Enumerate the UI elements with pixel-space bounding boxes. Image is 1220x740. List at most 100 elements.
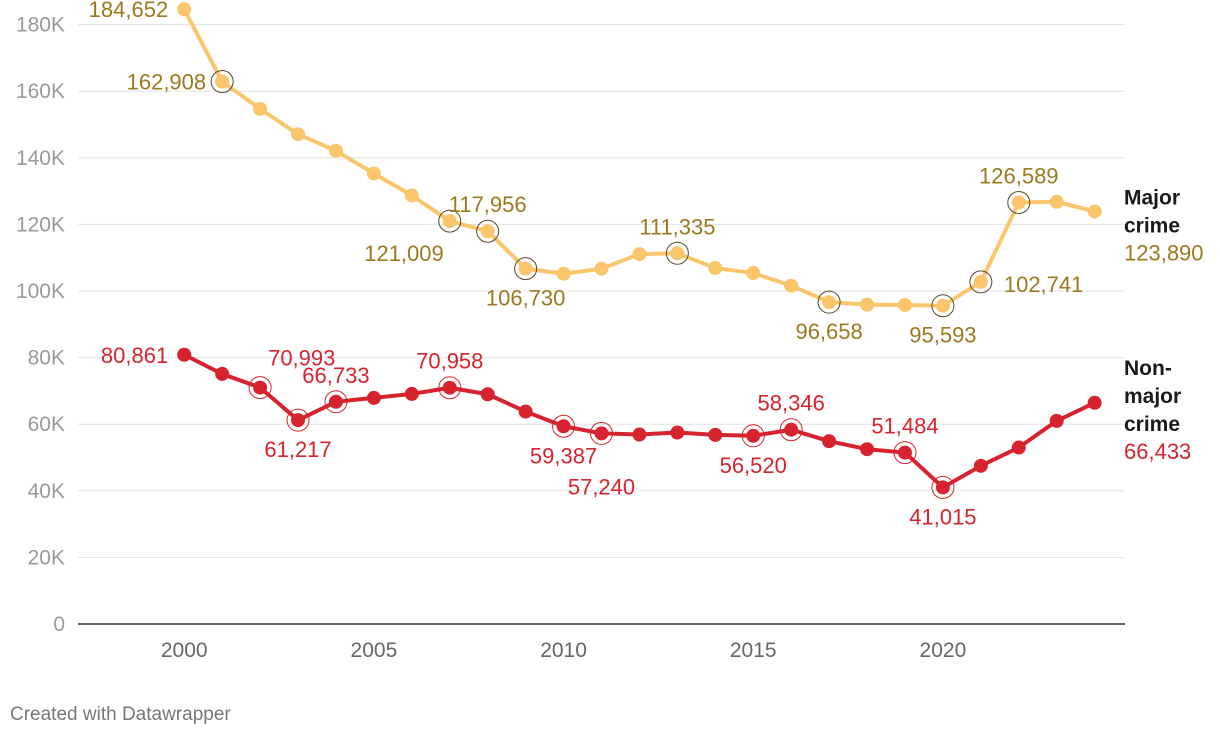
data-label: 57,240 [568,474,635,499]
data-point [897,298,912,313]
y-tick-label: 120K [16,213,65,236]
data-point [442,214,457,229]
x-tick-label: 2015 [730,639,777,662]
data-point [822,295,837,310]
data-point [973,274,988,289]
data-point [404,386,419,401]
series-end-labels: Major crime 123,890 Non-major crime 66,433 [1124,186,1204,463]
data-label: 117,956 [449,192,527,217]
highlight-ring [665,241,689,265]
highlight-ring [590,421,613,445]
highlight-ring [931,294,955,318]
x-tick-label: 2000 [161,639,208,662]
data-point [404,188,419,203]
data-point [253,380,268,395]
highlight-ring [1007,190,1031,214]
data-point [897,445,912,460]
data-label: 58,346 [758,391,825,416]
highlight-ring [893,441,917,465]
highlight-ring [514,257,538,281]
highlight-ring [286,408,310,432]
data-point [556,419,571,434]
y-tick-label: 140K [16,147,65,170]
data-point [366,390,381,405]
x-axis: 2000 2005 2010 2015 2020 [161,639,966,662]
data-point [328,394,343,409]
data-point [1011,195,1026,210]
highlight-ring [931,475,955,499]
data-point [1049,194,1064,209]
highlight-ring [779,418,803,442]
data-label: 51,484 [871,414,938,439]
data-point [594,426,609,441]
x-tick-label: 2005 [351,639,398,662]
data-point [480,224,495,239]
data-point [1087,204,1102,219]
series-group [177,2,1102,499]
y-tick-label: 160K [16,80,65,103]
data-point [480,387,495,402]
highlight-ring [817,290,841,314]
highlight-ring [969,270,993,294]
data-point [860,297,875,312]
highlight-ring [741,424,765,448]
data-point [215,74,230,89]
data-point [1011,440,1026,455]
data-label: 41,015 [909,504,976,529]
data-label: 162,908 [127,70,207,95]
data-label: 126,589 [979,163,1059,188]
x-tick-label: 2010 [540,639,587,662]
data-label: 184,652 [89,0,169,22]
series-name-label: crime [1124,413,1180,436]
data-point [973,458,988,473]
data-point [291,413,306,428]
data-point [594,261,609,276]
data-label: 59,387 [530,443,597,468]
data-point [328,143,343,158]
data-label: 121,009 [364,241,444,266]
series-name-label: Non- [1124,357,1172,380]
series-end-value: 123,890 [1124,240,1204,265]
data-point [1087,395,1102,410]
data-point [177,2,192,17]
data-point [1049,413,1064,428]
data-point [556,266,571,281]
data-point [708,261,723,276]
data-point [632,427,647,442]
data-label: 95,593 [909,323,976,348]
highlight-ring [248,376,272,400]
y-axis: 0 20K 40K 60K 80K 100K 120K 140K 160K 180K [16,14,65,636]
y-tick-label: 40K [28,480,65,503]
data-point [366,166,381,181]
data-point [935,298,950,313]
data-label: 70,993 [268,346,335,371]
data-label: 111,335 [639,214,715,239]
series-end-value: 66,433 [1124,439,1191,464]
data-point [746,266,761,281]
data-point [935,480,950,495]
data-point [746,428,761,443]
credit-text: Created with Datawrapper [10,704,231,725]
data-label: 96,658 [795,319,862,344]
data-point [708,427,723,442]
data-point [822,434,837,449]
data-point [784,422,799,437]
y-tick-label: 20K [28,546,65,569]
highlight-ring [324,390,348,414]
data-point [860,442,875,457]
highlight-ring [438,376,462,400]
data-point [670,246,685,261]
data-point [518,404,533,419]
data-label: 56,520 [720,453,787,478]
data-point [442,380,457,395]
y-tick-label: 100K [16,280,65,303]
data-label: 102,741 [1004,272,1084,297]
data-point [784,278,799,293]
highlight-ring [552,414,576,438]
data-point [291,127,306,142]
data-point [177,347,192,362]
data-label: 66,733 [302,363,369,388]
data-label: 80,861 [101,343,168,368]
